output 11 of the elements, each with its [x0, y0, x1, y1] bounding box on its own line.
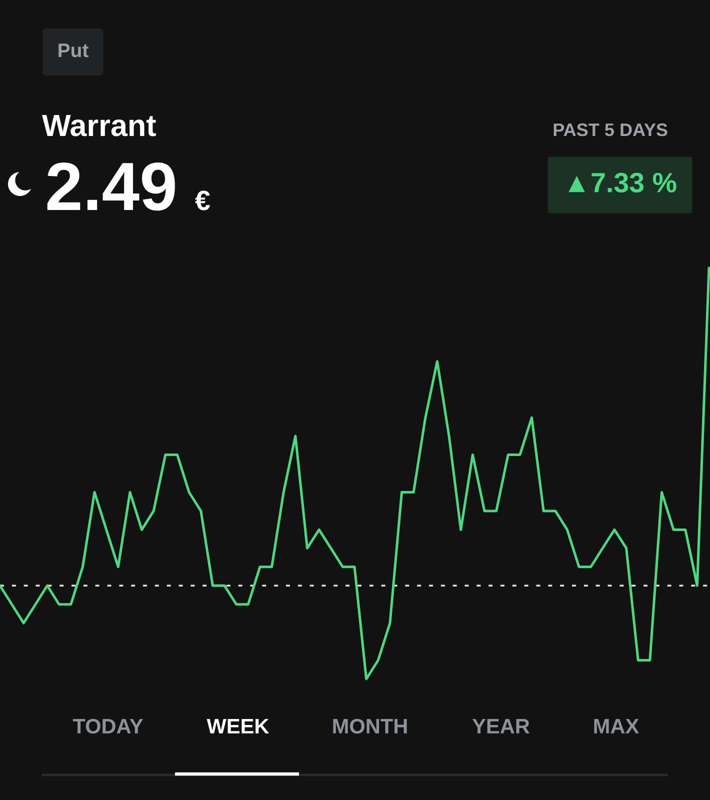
text: 2.49: [47, 162, 175, 211]
text: Put: [58, 44, 88, 58]
text: TODAY: [72, 718, 143, 734]
text: PAST 5 DAYS: [554, 123, 668, 136]
text: WEEK: [206, 719, 270, 734]
text: MAX: [594, 719, 639, 734]
text: ▲7.33 %: [568, 172, 676, 192]
text: YEAR: [472, 719, 530, 734]
text: MONTH: [333, 718, 407, 734]
chart-title: Warrant: [42, 114, 156, 136]
text: €: [195, 190, 210, 210]
